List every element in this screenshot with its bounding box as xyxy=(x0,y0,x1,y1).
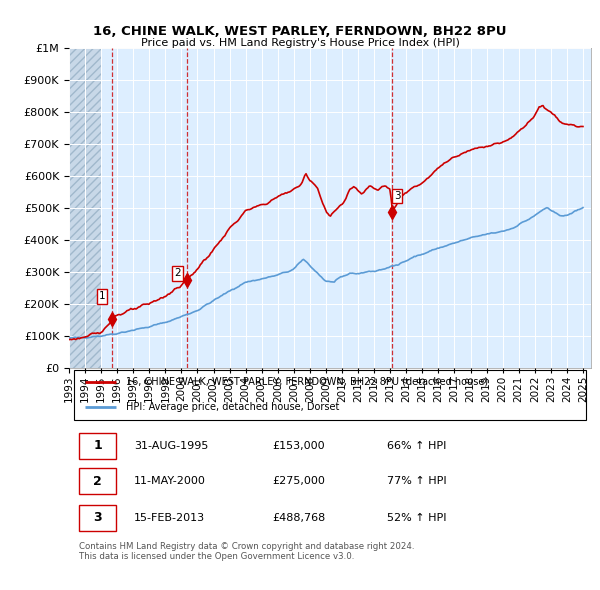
Bar xyxy=(69,48,101,368)
Text: 16, CHINE WALK, WEST PARLEY, FERNDOWN, BH22 8PU (detached house): 16, CHINE WALK, WEST PARLEY, FERNDOWN, B… xyxy=(127,377,488,387)
Text: £488,768: £488,768 xyxy=(272,513,326,523)
Text: 3: 3 xyxy=(94,511,102,524)
Text: Price paid vs. HM Land Registry's House Price Index (HPI): Price paid vs. HM Land Registry's House … xyxy=(140,38,460,48)
Text: 2: 2 xyxy=(174,268,181,278)
Text: £275,000: £275,000 xyxy=(272,476,325,486)
Text: 31-AUG-1995: 31-AUG-1995 xyxy=(134,441,209,451)
Text: 1: 1 xyxy=(94,440,102,453)
Text: 15-FEB-2013: 15-FEB-2013 xyxy=(134,513,205,523)
Text: £153,000: £153,000 xyxy=(272,441,325,451)
Text: 77% ↑ HPI: 77% ↑ HPI xyxy=(388,476,447,486)
Text: 16, CHINE WALK, WEST PARLEY, FERNDOWN, BH22 8PU: 16, CHINE WALK, WEST PARLEY, FERNDOWN, B… xyxy=(93,25,507,38)
Text: 52% ↑ HPI: 52% ↑ HPI xyxy=(388,513,447,523)
Text: 66% ↑ HPI: 66% ↑ HPI xyxy=(388,441,447,451)
Text: 3: 3 xyxy=(394,191,400,201)
Text: HPI: Average price, detached house, Dorset: HPI: Average price, detached house, Dors… xyxy=(127,402,340,412)
Text: 1: 1 xyxy=(99,291,106,301)
Bar xyxy=(79,468,116,494)
Text: 11-MAY-2000: 11-MAY-2000 xyxy=(134,476,206,486)
Text: 2: 2 xyxy=(94,474,102,488)
Bar xyxy=(79,504,116,530)
Bar xyxy=(79,433,116,459)
Text: Contains HM Land Registry data © Crown copyright and database right 2024.
This d: Contains HM Land Registry data © Crown c… xyxy=(79,542,415,561)
